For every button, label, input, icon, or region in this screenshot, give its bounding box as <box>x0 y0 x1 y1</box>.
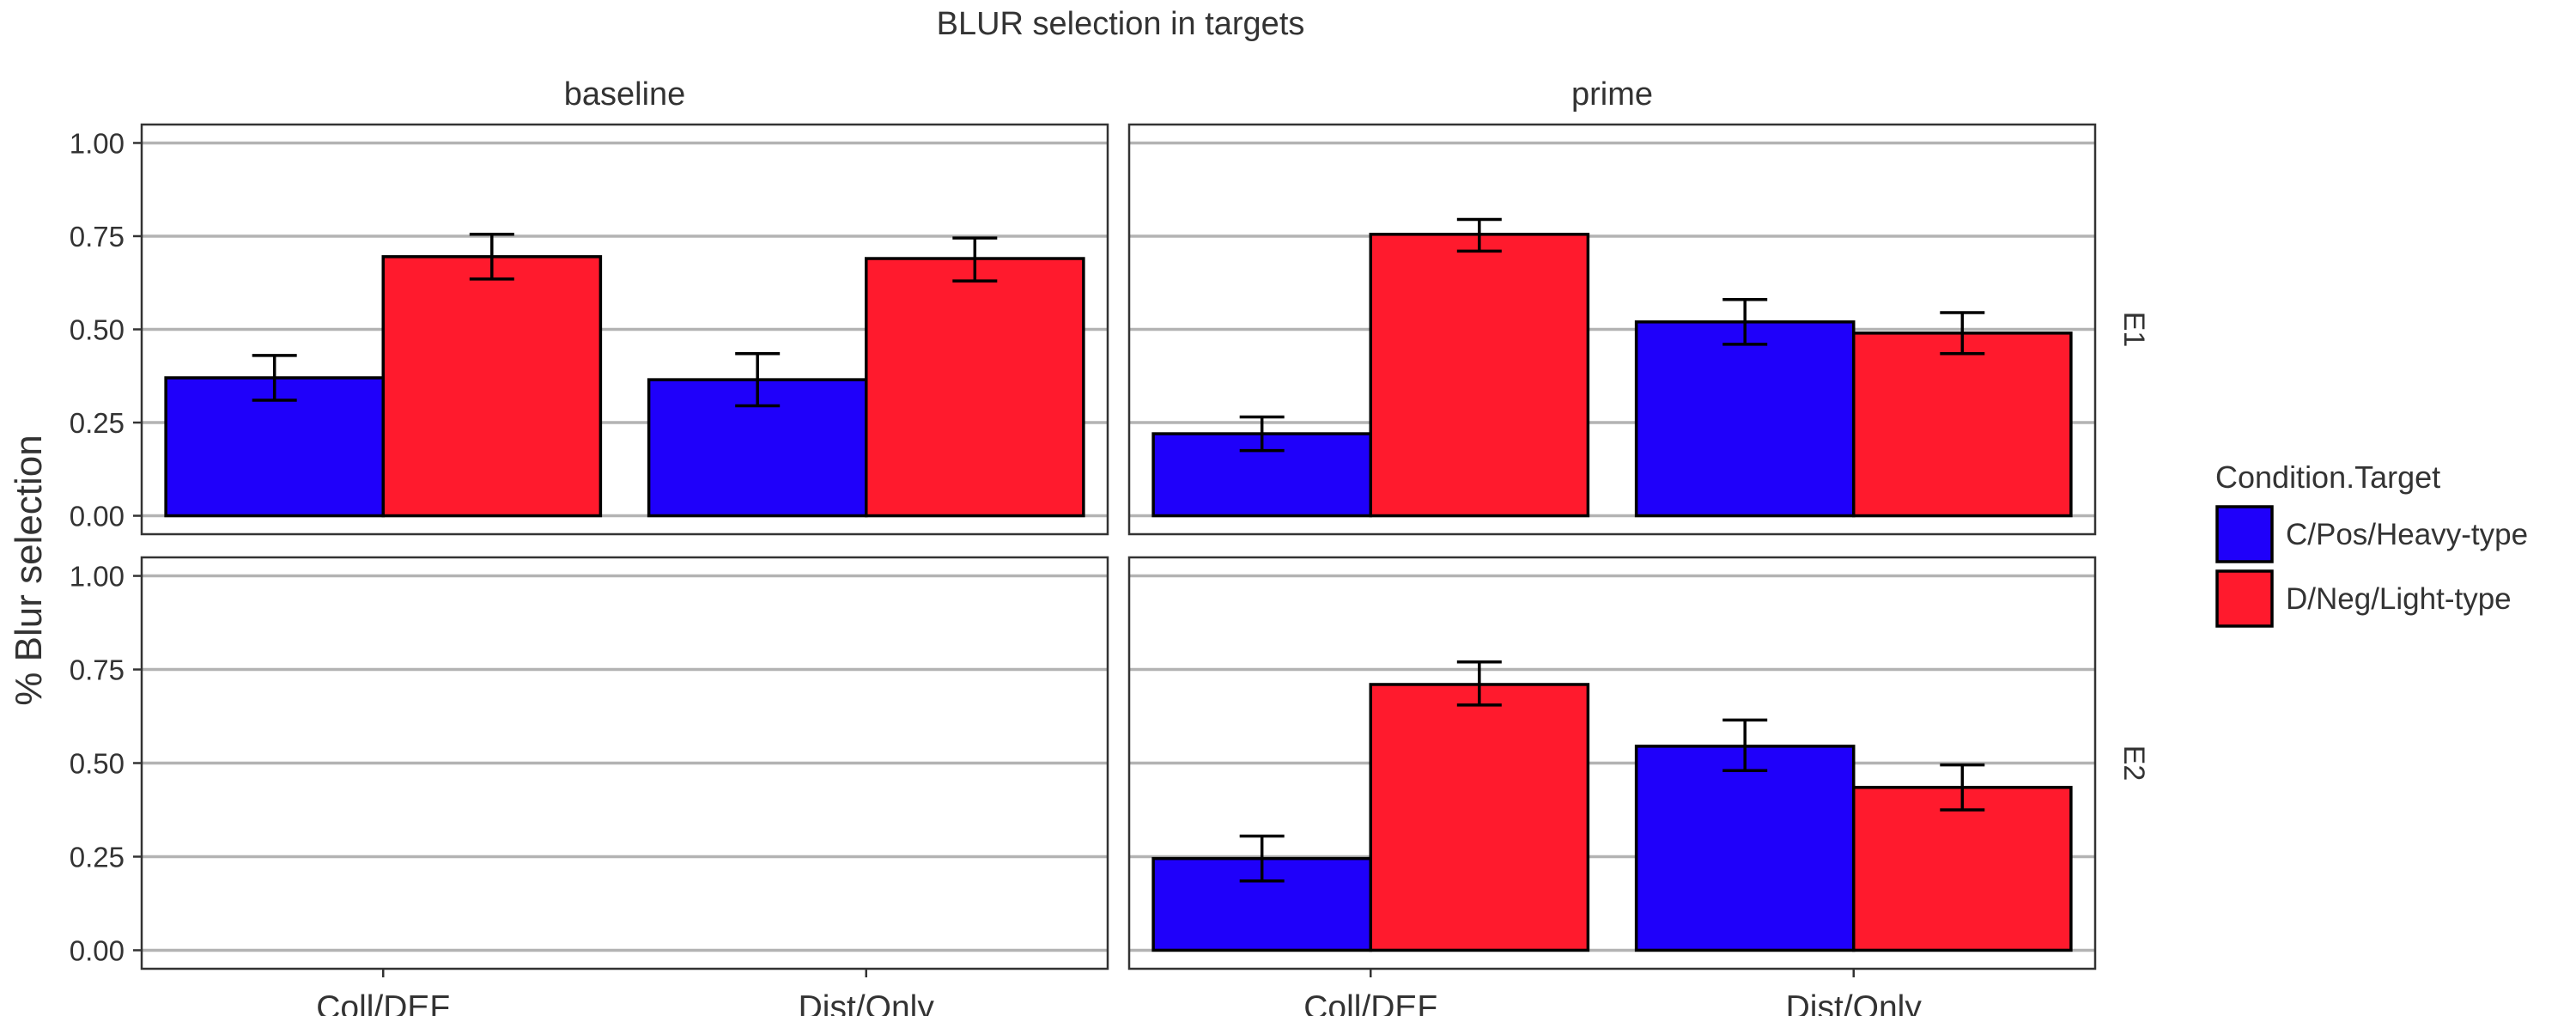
facet-strip-E2: E2 <box>2117 745 2150 782</box>
legend-label: D/Neg/Light-type <box>2286 582 2512 616</box>
y-tick-label: 0.75 <box>70 654 125 686</box>
y-tick-label: 0.50 <box>70 314 125 346</box>
y-tick-label: 0.25 <box>70 841 125 873</box>
plot-area: baseline primeE1E20.000.250.500.751.000.0… <box>70 76 2150 1016</box>
y-axis-label: % Blur selection <box>8 435 50 705</box>
panel-prime-E1 <box>1127 123 2097 536</box>
bar <box>1369 233 1590 518</box>
chart-title: BLUR selection in targets <box>937 6 1305 42</box>
y-tick-label: 0.00 <box>70 934 125 966</box>
panel-border <box>1127 123 2097 536</box>
facet-strip-prime: prime <box>1571 76 1653 113</box>
bar <box>1634 320 1856 518</box>
panel-baseline-E2: 0.00 0.25 0.50 0.75 1.00 Coll/DEF Dist/Only <box>70 556 1109 1016</box>
facet-strip-baseline: baseline <box>564 76 686 113</box>
x-tick-label: Dist/Only <box>1786 989 1923 1016</box>
panel-prime-E2: Coll/DEF Dist/Only <box>1127 556 2097 1016</box>
bar <box>1852 786 2073 952</box>
bar <box>865 257 1085 518</box>
legend: Condition.Target C/Pos/Heavy-type D/Neg/Li… <box>2215 459 2528 628</box>
y-tick-label: 1.00 <box>70 561 125 593</box>
bar <box>1369 683 1590 952</box>
legend-label: C/Pos/Heavy-type <box>2286 518 2528 551</box>
panel-border <box>1127 556 2097 970</box>
y-tick-label: 0.50 <box>70 748 125 780</box>
legend-title: Condition.Target <box>2215 459 2440 495</box>
x-tick-label: Coll/DEF <box>1303 989 1437 1016</box>
y-tick-label: 0.75 <box>70 221 125 252</box>
legend-swatch <box>2215 569 2274 628</box>
bar <box>381 255 603 518</box>
bar <box>1634 745 1856 952</box>
legend-swatch <box>2215 505 2274 563</box>
panel-baseline-E1: 0.00 0.25 0.50 0.75 1.00 <box>70 123 1109 536</box>
facet-strip-E1: E1 <box>2117 312 2150 348</box>
bar <box>1852 332 2073 518</box>
y-tick-label: 1.00 <box>70 127 125 159</box>
y-tick-label: 0.25 <box>70 407 125 439</box>
x-tick-label: Dist/Only <box>799 989 935 1016</box>
y-tick-label: 0.00 <box>70 501 125 532</box>
x-tick-label: Coll/DEF <box>316 989 450 1016</box>
